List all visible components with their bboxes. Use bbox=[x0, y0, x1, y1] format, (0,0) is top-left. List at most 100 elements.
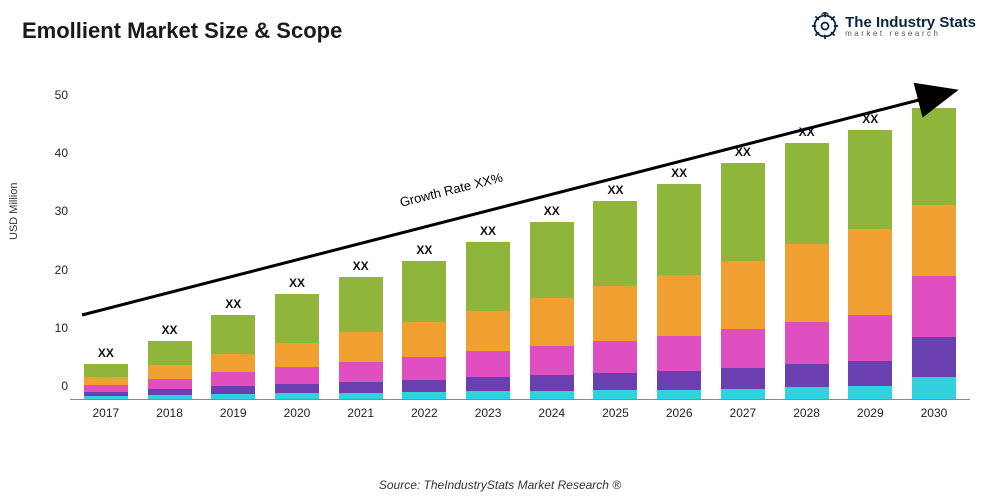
y-tick: 0 bbox=[40, 379, 68, 393]
bar-segment bbox=[402, 380, 446, 392]
bar-column: XX bbox=[785, 143, 829, 399]
x-tick-label: 2018 bbox=[148, 406, 192, 420]
bar-segment bbox=[657, 371, 701, 390]
y-axis-label: USD Million bbox=[8, 183, 20, 240]
bar-segment bbox=[84, 377, 128, 385]
bar-value-label: XX bbox=[84, 346, 128, 360]
x-tick-label: 2030 bbox=[912, 406, 956, 420]
bar-value-label: XX bbox=[211, 297, 255, 311]
bar-segment bbox=[785, 244, 829, 323]
bar-value-label: XX bbox=[530, 204, 574, 218]
bar-column: XX bbox=[466, 242, 510, 399]
bar-segment bbox=[530, 222, 574, 298]
bar-segment bbox=[275, 343, 319, 367]
x-tick-label: 2029 bbox=[848, 406, 892, 420]
gear-icon bbox=[811, 12, 839, 40]
bar-segment bbox=[848, 315, 892, 360]
bar-column: XX bbox=[148, 341, 192, 399]
x-tick-label: 2019 bbox=[211, 406, 255, 420]
bar-segment bbox=[593, 373, 637, 390]
bar-value-label: XX bbox=[466, 224, 510, 238]
bar-segment bbox=[657, 184, 701, 275]
y-tick: 50 bbox=[40, 88, 68, 102]
bar-column: XX bbox=[912, 108, 956, 399]
bar-segment bbox=[84, 364, 128, 377]
bar-segment bbox=[84, 385, 128, 392]
bar-segment bbox=[912, 276, 956, 338]
bar-segment bbox=[339, 332, 383, 362]
bar-segment bbox=[530, 346, 574, 375]
bar-segment bbox=[211, 386, 255, 394]
bar-segment bbox=[275, 367, 319, 384]
bar-segment bbox=[721, 261, 765, 330]
bar-segment bbox=[848, 229, 892, 315]
bar-column: XX bbox=[530, 222, 574, 399]
bar-segment bbox=[275, 294, 319, 342]
bar-stack bbox=[148, 341, 192, 399]
plot-region: XXXXXXXXXXXXXXXXXXXXXXXXXXXX Growth Rate… bbox=[70, 80, 970, 400]
bar-stack bbox=[211, 315, 255, 399]
x-tick-label: 2020 bbox=[275, 406, 319, 420]
bar-segment bbox=[466, 351, 510, 377]
bar-stack bbox=[657, 184, 701, 399]
bar-value-label: XX bbox=[402, 243, 446, 257]
bar-segment bbox=[848, 361, 892, 387]
bar-stack bbox=[339, 277, 383, 399]
bar-segment bbox=[148, 341, 192, 365]
x-tick-label: 2027 bbox=[721, 406, 765, 420]
bar-segment bbox=[339, 393, 383, 399]
bar-segment bbox=[211, 315, 255, 354]
bar-segment bbox=[339, 362, 383, 382]
bar-segment bbox=[530, 391, 574, 399]
bar-segment bbox=[466, 242, 510, 311]
bar-segment bbox=[657, 336, 701, 371]
chart-title: Emollient Market Size & Scope bbox=[22, 18, 342, 44]
logo-main-text: The Industry Stats bbox=[845, 15, 976, 30]
x-tick-label: 2024 bbox=[530, 406, 574, 420]
bar-segment bbox=[466, 391, 510, 399]
bar-stack bbox=[402, 261, 446, 399]
bar-column: XX bbox=[593, 201, 637, 399]
bar-segment bbox=[785, 364, 829, 387]
bar-segment bbox=[466, 377, 510, 391]
logo-sub-text: market research bbox=[845, 30, 976, 38]
bar-column: XX bbox=[84, 364, 128, 399]
bar-value-label: XX bbox=[275, 276, 319, 290]
bar-column: XX bbox=[848, 130, 892, 399]
chart-area: XXXXXXXXXXXXXXXXXXXXXXXXXXXX Growth Rate… bbox=[70, 80, 970, 430]
bar-segment bbox=[275, 384, 319, 393]
source-attribution: Source: TheIndustryStats Market Research… bbox=[0, 478, 1000, 492]
bar-segment bbox=[721, 389, 765, 399]
bar-column: XX bbox=[211, 315, 255, 399]
x-tick-label: 2025 bbox=[593, 406, 637, 420]
bar-column: XX bbox=[275, 294, 319, 399]
x-tick-label: 2023 bbox=[466, 406, 510, 420]
x-tick-label: 2028 bbox=[785, 406, 829, 420]
bar-segment bbox=[912, 108, 956, 205]
bar-segment bbox=[148, 365, 192, 378]
bar-value-label: XX bbox=[785, 125, 829, 139]
bar-stack bbox=[466, 242, 510, 399]
bar-segment bbox=[211, 394, 255, 399]
bar-segment bbox=[530, 298, 574, 346]
bar-value-label: XX bbox=[148, 323, 192, 337]
bar-segment bbox=[402, 261, 446, 322]
x-tick-label: 2021 bbox=[339, 406, 383, 420]
bar-segment bbox=[848, 130, 892, 229]
bar-segment bbox=[148, 379, 192, 389]
bars-container: XXXXXXXXXXXXXXXXXXXXXXXXXXXX bbox=[70, 79, 970, 399]
bar-segment bbox=[593, 390, 637, 399]
bar-segment bbox=[721, 329, 765, 367]
bar-column: XX bbox=[339, 277, 383, 399]
bar-segment bbox=[148, 395, 192, 399]
bar-column: XX bbox=[657, 184, 701, 399]
y-axis-ticks: 01020304050 bbox=[40, 80, 68, 400]
bar-stack bbox=[593, 201, 637, 399]
bar-stack bbox=[912, 108, 956, 399]
bar-segment bbox=[785, 387, 829, 399]
bar-segment bbox=[593, 286, 637, 341]
bar-segment bbox=[402, 322, 446, 357]
bar-column: XX bbox=[402, 261, 446, 399]
x-tick-label: 2026 bbox=[657, 406, 701, 420]
x-axis-labels: 2017201820192020202120222023202420252026… bbox=[70, 406, 970, 420]
